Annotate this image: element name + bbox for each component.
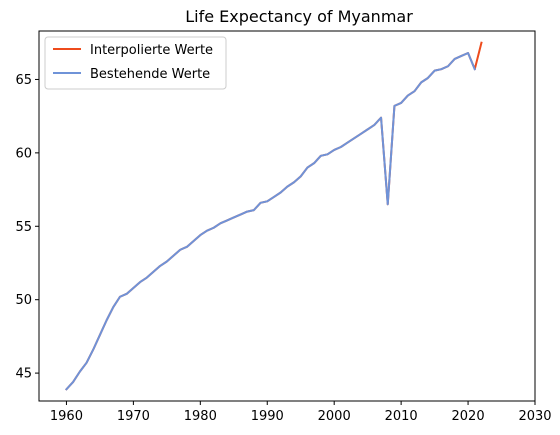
- x-axis: 1960 1970 1980 1990 2000 2010 2020 2030: [50, 401, 552, 424]
- legend-label-interpolated: Interpolierte Werte: [90, 43, 213, 58]
- chart-title: Life Expectancy of Myanmar: [185, 7, 413, 26]
- plot-frame: [38, 30, 536, 402]
- x-tick-label: 1980: [184, 409, 217, 424]
- y-tick-label: 60: [15, 146, 32, 161]
- x-tick-label: 1960: [50, 409, 83, 424]
- existing-values-line: [65, 52, 477, 391]
- legend-label-existing: Bestehende Werte: [90, 67, 210, 82]
- y-tick-label: 45: [15, 367, 32, 382]
- y-tick-label: 55: [15, 220, 32, 235]
- x-tick-label: 2030: [518, 409, 551, 424]
- y-axis: 45 50 55 60 65: [15, 73, 39, 382]
- x-tick-label: 2000: [318, 409, 351, 424]
- legend-box: [44, 36, 227, 90]
- x-tick-label: 2020: [452, 409, 485, 424]
- legend: Interpolierte Werte Bestehende Werte: [44, 36, 227, 90]
- series-layer: [65, 41, 483, 391]
- x-tick-label: 2010: [385, 409, 418, 424]
- y-tick-label: 65: [15, 73, 32, 88]
- y-tick-label: 50: [15, 293, 32, 308]
- x-tick-label: 1990: [251, 409, 284, 424]
- x-tick-label: 1970: [117, 409, 150, 424]
